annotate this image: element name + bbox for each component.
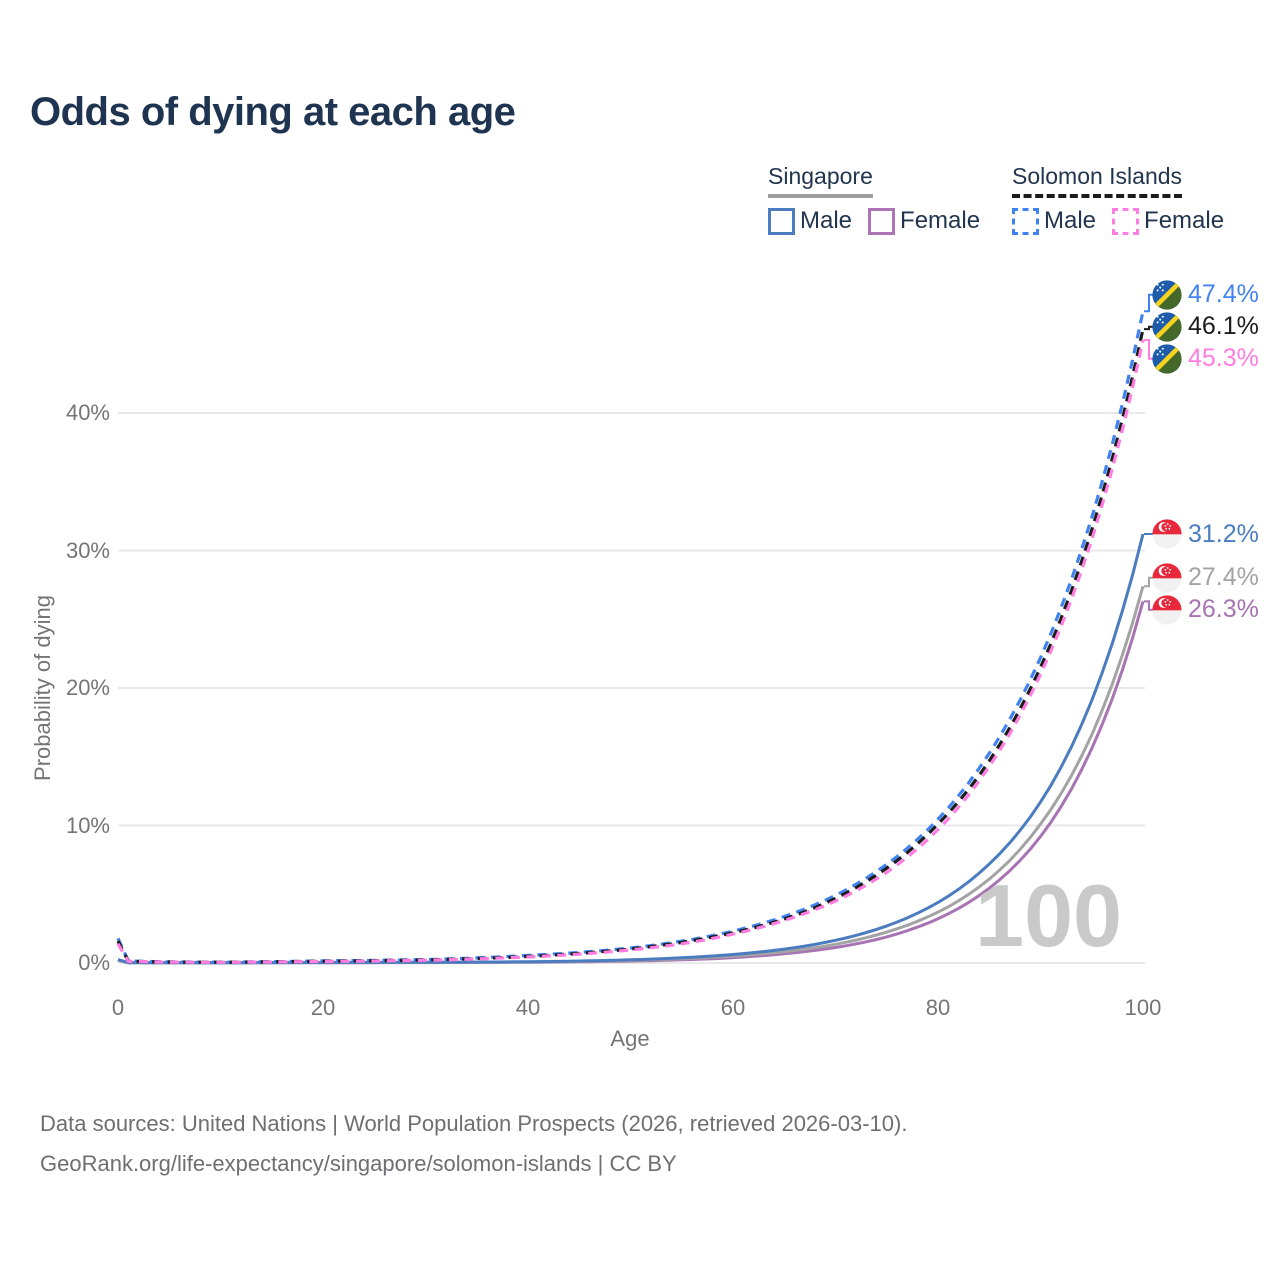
x-tick-label: 60 xyxy=(720,995,746,1020)
legend-row-singapore: Male Female xyxy=(768,207,980,235)
solomon-islands-flag-icon xyxy=(1152,344,1182,374)
y-tick-label: 30% xyxy=(65,537,110,563)
legend-swatch-singapore-female[interactable] xyxy=(868,207,896,235)
y-tick-label: 20% xyxy=(65,675,110,700)
end-label-si-total: 46.1% xyxy=(1152,312,1259,342)
end-label-connector-si-female xyxy=(1144,339,1154,360)
end-label-value-sg-total: 27.4% xyxy=(1188,563,1259,592)
legend-swatch-singapore-male[interactable] xyxy=(768,207,795,235)
end-label-connector-si-total xyxy=(1144,325,1154,331)
x-tick-label: 0 xyxy=(111,995,125,1020)
legend-label-singapore-male[interactable]: Male xyxy=(800,207,853,234)
x-tick-label: 40 xyxy=(515,995,541,1020)
end-label-value-sg-male: 31.2% xyxy=(1188,519,1259,548)
legend-label-solomon-islands-male[interactable]: Male xyxy=(1044,207,1097,234)
legend-group-singapore: Singapore Male Female xyxy=(768,163,980,235)
y-tick-label: 40% xyxy=(65,400,110,425)
y-axis-title: Probability of dying xyxy=(30,595,55,781)
solomon-islands-flag-icon xyxy=(1152,312,1182,342)
singapore-flag-icon xyxy=(1152,519,1182,549)
end-label-sg-female: 26.3% xyxy=(1152,595,1259,625)
end-label-connector-si-male xyxy=(1144,293,1154,313)
end-label-value-si-male: 47.4% xyxy=(1188,280,1259,309)
end-label-si-female: 45.3% xyxy=(1152,344,1259,374)
legend-row-solomon-islands: Male Female xyxy=(1012,207,1224,235)
legend-swatch-solomon-islands-male[interactable] xyxy=(1012,207,1039,235)
end-label-value-sg-female: 26.3% xyxy=(1188,595,1259,624)
x-axis-title: Age xyxy=(610,1026,650,1051)
series-line-si-total xyxy=(116,328,1145,964)
y-tick-label: 0% xyxy=(78,950,110,975)
legend-label-singapore-female[interactable]: Female xyxy=(900,207,981,234)
singapore-flag-icon xyxy=(1152,595,1182,625)
footer-attribution: GeoRank.org/life-expectancy/singapore/so… xyxy=(40,1151,677,1176)
age-watermark: 100 xyxy=(975,866,1122,965)
y-tick-label: 10% xyxy=(65,812,110,838)
end-label-connector-sg-total xyxy=(1144,576,1154,588)
legend-country-solomon-islands[interactable]: Solomon Islands xyxy=(1012,163,1183,198)
x-tick-label: 100 xyxy=(1124,995,1162,1020)
footer-data-sources: Data sources: United Nations | World Pop… xyxy=(40,1111,908,1136)
series-line-si-male xyxy=(116,310,1145,964)
series-line-sg-male xyxy=(117,533,1145,965)
end-label-sg-male: 31.2% xyxy=(1152,519,1259,549)
end-label-connector-sg-female xyxy=(1144,600,1154,611)
legend-label-solomon-islands-female[interactable]: Female xyxy=(1144,207,1225,234)
x-tick-label: 20 xyxy=(310,995,336,1020)
end-label-value-si-total: 46.1% xyxy=(1188,312,1259,341)
legend-swatch-solomon-islands-female[interactable] xyxy=(1112,207,1140,235)
end-label-sg-total: 27.4% xyxy=(1152,563,1259,593)
singapore-flag-icon xyxy=(1152,563,1182,593)
solomon-islands-flag-icon xyxy=(1152,280,1182,310)
end-label-value-si-female: 45.3% xyxy=(1188,344,1259,373)
legend-country-singapore[interactable]: Singapore xyxy=(768,163,873,198)
end-label-si-male: 47.4% xyxy=(1152,280,1259,310)
x-tick-label: 80 xyxy=(925,995,951,1020)
legend-group-solomon-islands: Solomon Islands Male Female xyxy=(1012,163,1224,235)
chart-title: Odds of dying at each age xyxy=(30,90,516,134)
